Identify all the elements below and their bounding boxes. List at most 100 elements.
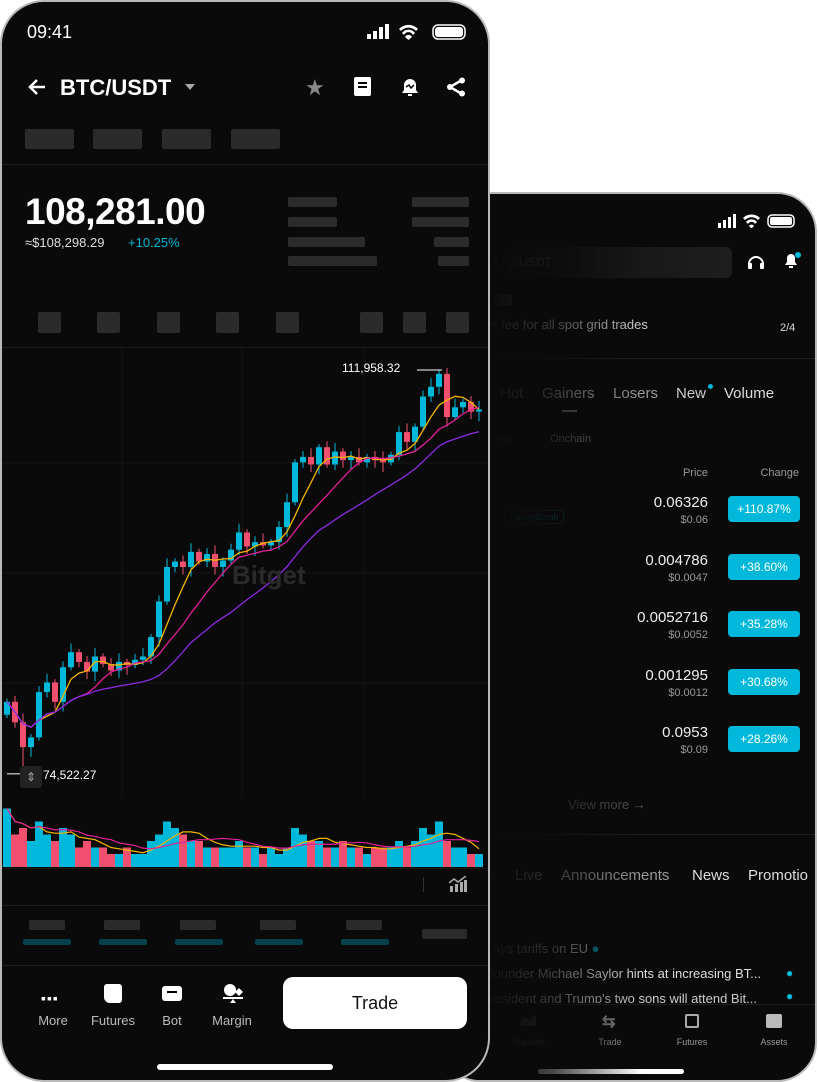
- row-price: 0.06326: [653, 494, 708, 511]
- tab-losers[interactable]: Losers: [613, 385, 659, 402]
- market-row[interactable]: 0.0953 $0.09 +28.26%: [442, 720, 815, 770]
- subtab-futures[interactable]: tures: [488, 433, 513, 445]
- tab-volume[interactable]: Volume: [724, 385, 775, 402]
- candle-body: [28, 737, 34, 748]
- expand-vertical-icon[interactable]: ⇕: [20, 766, 42, 788]
- candle-body: [444, 373, 450, 418]
- timeframe-placeholder[interactable]: [446, 312, 469, 333]
- banner-text[interactable]: er fee for all spot grid trades: [486, 317, 648, 332]
- candle-body: [324, 447, 330, 465]
- change-badge[interactable]: +35.28%: [728, 611, 800, 637]
- volume-bar: [11, 834, 19, 867]
- bottom-more[interactable]: More: [38, 1013, 68, 1028]
- status-icons: [365, 24, 469, 40]
- timeframe-placeholder[interactable]: [157, 312, 180, 333]
- bot-icon: [494, 294, 512, 306]
- futures-icon: [685, 1014, 699, 1028]
- change-badge[interactable]: +38.60%: [728, 553, 800, 580]
- market-row[interactable]: 0.001295 $0.0012 +30.68%: [442, 663, 815, 713]
- news-tab-news[interactable]: News: [692, 867, 730, 884]
- placeholder: [162, 129, 211, 149]
- candle-body: [100, 656, 106, 665]
- tab-new[interactable]: New: [676, 385, 707, 402]
- column-change: Change: [760, 467, 799, 479]
- nav-futures[interactable]: Futures: [676, 1037, 708, 1047]
- news-text: lays tariffs on EU: [490, 941, 589, 956]
- change-badge[interactable]: +28.26%: [728, 726, 800, 752]
- view-more-link[interactable]: View more →: [568, 797, 646, 812]
- tab-hot[interactable]: Hot: [500, 385, 524, 402]
- news-item[interactable]: founder Michael Saylor hints at increasi…: [490, 966, 761, 981]
- market-row[interactable]: 0.0052716 $0.0052 +35.28%: [442, 605, 815, 655]
- placeholder: [260, 920, 296, 930]
- bottom-futures[interactable]: Futures: [90, 1013, 136, 1028]
- price-alert-icon[interactable]: [400, 77, 420, 97]
- news-tab-promotions[interactable]: Promotio: [748, 867, 809, 884]
- subtab-onchain[interactable]: Onchain: [550, 433, 591, 445]
- trade-button[interactable]: Trade: [283, 977, 467, 1029]
- back-arrow-icon[interactable]: [27, 77, 47, 97]
- timeframe-placeholder[interactable]: [38, 312, 61, 333]
- market-row[interactable]: 0.004786 $0.0047 +38.60%: [442, 548, 815, 598]
- row-usd-price: $0.0052: [668, 629, 708, 641]
- share-icon[interactable]: [446, 77, 466, 97]
- home-indicator: [157, 1064, 333, 1070]
- bell-icon[interactable]: [781, 250, 803, 272]
- news-item[interactable]: lays tariffs on EU ●: [490, 941, 600, 956]
- nav-trade[interactable]: Trade: [598, 1037, 622, 1047]
- hot-drop-icon: ●: [786, 989, 794, 1003]
- search-bar[interactable]: BTC/USDT: [462, 247, 732, 278]
- candle-body: [52, 682, 58, 702]
- market-row[interactable]: 0.06326 $0.06 +110.87%: [442, 490, 815, 540]
- row-price: 0.001295: [645, 666, 708, 684]
- volume-bar: [323, 847, 331, 867]
- tab-gainers[interactable]: Gainers: [542, 385, 595, 402]
- candle-body: [156, 601, 162, 638]
- candle-body: [348, 456, 354, 461]
- status-icons: [718, 214, 798, 228]
- news-tab-announcements[interactable]: Announcements: [561, 867, 670, 884]
- placeholder: [175, 939, 223, 945]
- volume-bar: [371, 847, 379, 867]
- view-more-label: View more: [568, 797, 630, 812]
- row-usd-price: $0.09: [680, 744, 708, 756]
- divider: [2, 347, 488, 348]
- headset-icon[interactable]: [746, 252, 766, 272]
- timeframe-placeholder[interactable]: [403, 312, 426, 333]
- candle-body: [180, 561, 186, 567]
- change-badge[interactable]: +30.68%: [728, 668, 800, 695]
- bottom-bot[interactable]: Bot: [162, 1013, 182, 1028]
- news-item[interactable]: resident and Trump's two sons will atten…: [490, 991, 757, 1003]
- volume-bar: [459, 847, 467, 867]
- volume-bar: [427, 834, 435, 867]
- placeholder: [288, 237, 365, 247]
- indicator-icon[interactable]: [449, 876, 467, 892]
- timeframe-placeholder[interactable]: [97, 312, 120, 333]
- bottom-margin[interactable]: Margin: [212, 1013, 252, 1028]
- placeholder: [93, 129, 142, 149]
- notebook-icon[interactable]: [354, 77, 371, 96]
- change-badge[interactable]: +110.87%: [728, 496, 800, 522]
- volume-bar: [403, 847, 411, 867]
- volume-bar: [115, 854, 123, 867]
- volume-bar: [259, 854, 267, 867]
- timeframe-placeholder[interactable]: [360, 312, 383, 333]
- candlestick-chart[interactable]: [2, 348, 488, 868]
- candle-body: [452, 407, 458, 418]
- hot-drop-icon: ●: [591, 941, 600, 956]
- new-dot: [708, 384, 713, 389]
- news-tab-live[interactable]: Live: [515, 867, 543, 884]
- change-percent: +10.25%: [128, 235, 180, 250]
- star-icon[interactable]: ★: [305, 75, 325, 100]
- timeframe-placeholder[interactable]: [276, 312, 299, 333]
- nav-assets[interactable]: Assets: [760, 1037, 788, 1047]
- caret-down-icon[interactable]: [185, 84, 195, 95]
- volume-bar: [123, 847, 131, 867]
- nav-markets[interactable]: Markets: [512, 1037, 545, 1047]
- volume-bar: [179, 834, 187, 867]
- candle-body: [308, 456, 314, 465]
- margin-icon: [221, 983, 245, 1005]
- pair-title[interactable]: BTC/USDT: [60, 75, 172, 100]
- volume-bar: [451, 847, 459, 867]
- timeframe-placeholder[interactable]: [216, 312, 239, 333]
